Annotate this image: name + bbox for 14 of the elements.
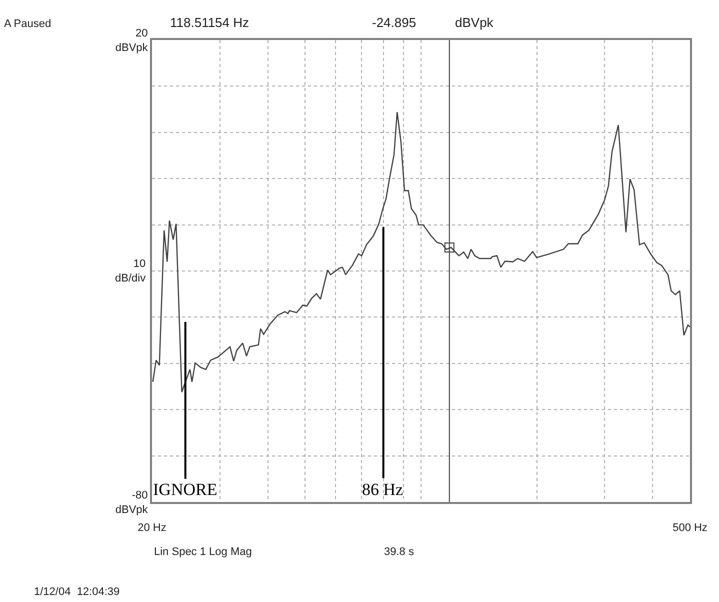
text: -24.895	[372, 15, 416, 30]
x-tick-label: 20 Hz	[138, 522, 166, 534]
y-tick-label: 20 dBVpk	[115, 28, 148, 54]
text: A Paused	[4, 18, 52, 30]
y-axis-title: 10 dB/div	[115, 258, 146, 284]
x-tick-label: 500 Hz	[672, 522, 708, 534]
annotation: 86 Hz	[362, 480, 404, 499]
text: dBVpk	[455, 15, 494, 30]
annotation: IGNORE	[153, 480, 218, 499]
text: 118.51154 Hz	[170, 15, 250, 30]
text: 39.8 s	[384, 546, 414, 558]
y-tick-label: -80 dBVpk	[115, 490, 148, 516]
text: 1/12/04 12:04:39	[34, 586, 120, 598]
text: Lin Spec 1 Log Mag	[154, 546, 252, 558]
